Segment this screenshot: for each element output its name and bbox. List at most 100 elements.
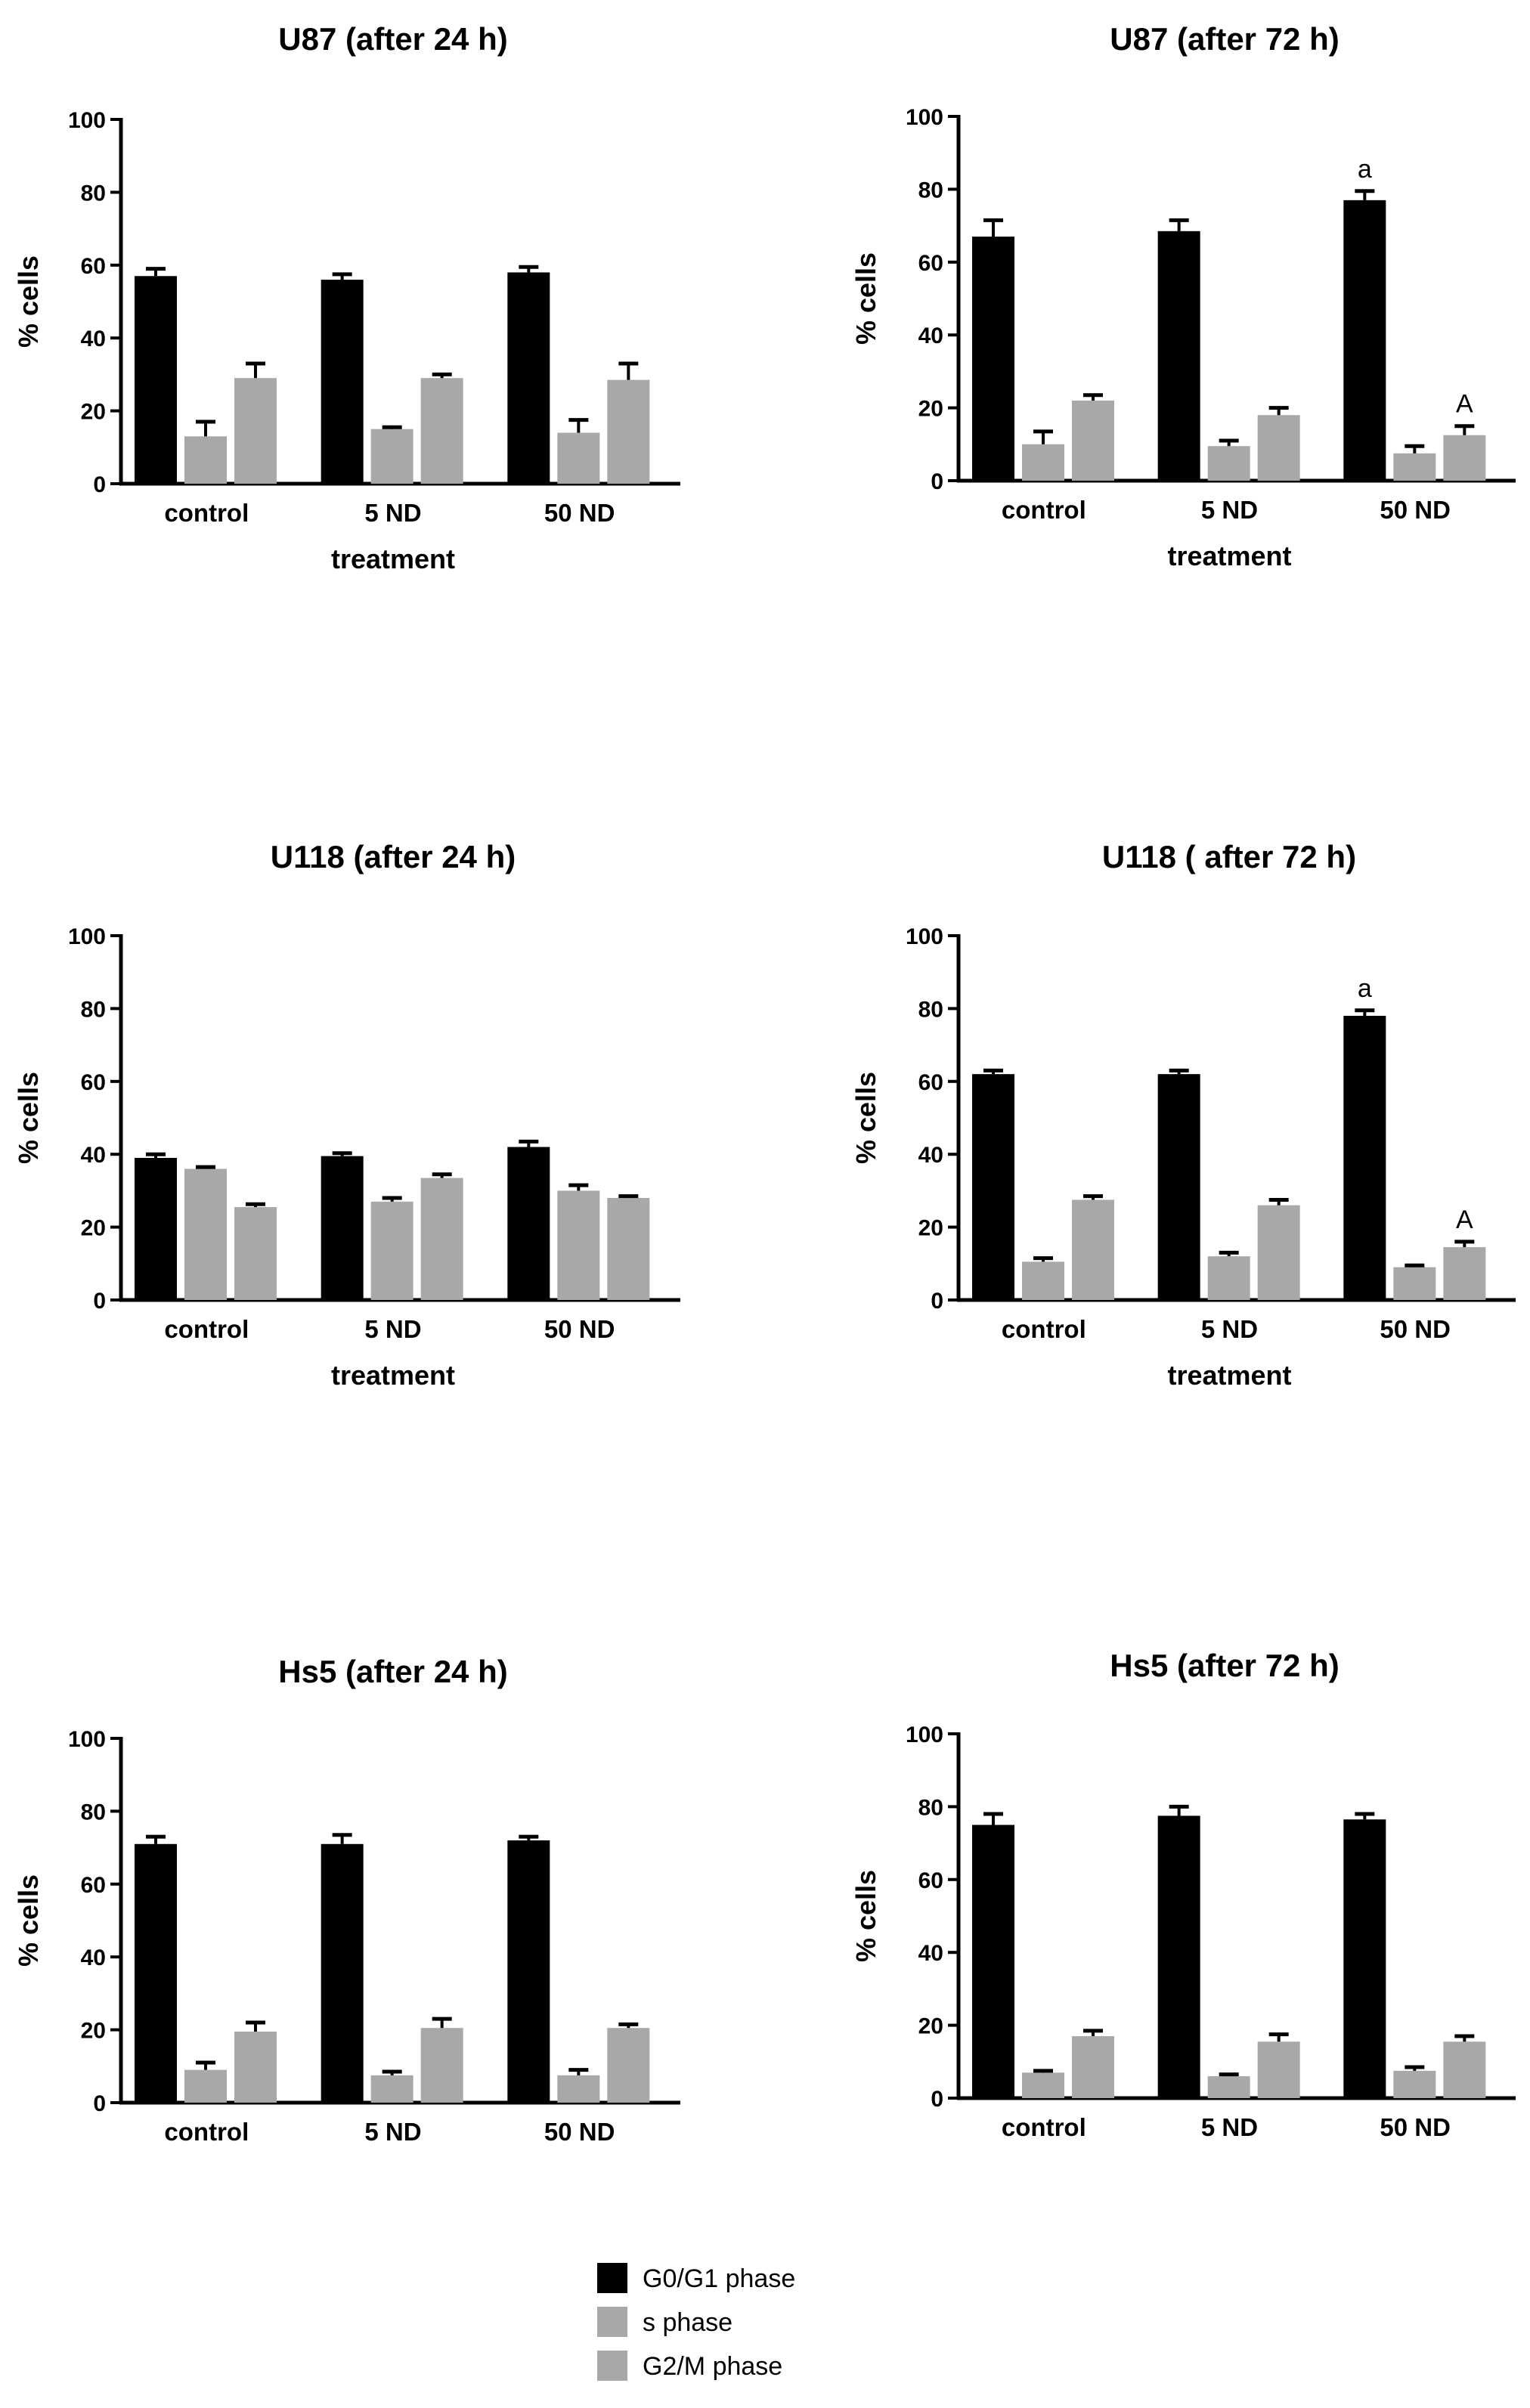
y-axis-label: % cells — [850, 1072, 881, 1164]
legend-item-g2-m-phase: G2/M phase — [597, 2351, 782, 2381]
bar-g2-m-phase-5-nd — [420, 2028, 463, 2103]
bar-g0-g1-phase-control — [972, 1825, 1014, 2098]
x-tick-label: 5 ND — [364, 1315, 421, 1343]
y-axis-label: % cells — [13, 1874, 44, 1967]
bar-g2-m-phase-50-nd — [1443, 2041, 1486, 2098]
bar-g2-m-phase-control — [1072, 2036, 1114, 2098]
bar-g2-m-phase-5-nd — [1257, 415, 1300, 481]
legend-swatch — [597, 2307, 627, 2337]
bar-g2-m-phase-5-nd — [1257, 2041, 1300, 2098]
y-tick-label: 40 — [918, 1143, 943, 1168]
y-axis-label: % cells — [13, 1072, 44, 1164]
chart-title: Hs5 (after 72 h) — [1110, 1648, 1339, 1683]
bar-s-phase-50-nd — [1393, 1267, 1436, 1300]
y-tick-label: 60 — [81, 254, 106, 279]
bar-g0-g1-phase-control — [135, 1158, 177, 1300]
x-tick-label: 50 ND — [544, 499, 615, 527]
bar-g2-m-phase-control — [234, 1207, 277, 1300]
legend-item-g0-g1-phase: G0/G1 phase — [597, 2263, 795, 2293]
significance-annotation: a — [1358, 155, 1372, 184]
x-tick-label: control — [1002, 2113, 1086, 2141]
x-tick-label: control — [1002, 496, 1086, 524]
chart-title: U87 (after 24 h) — [278, 21, 507, 57]
bar-g2-m-phase-5-nd — [420, 378, 463, 484]
y-tick-label: 0 — [931, 469, 943, 494]
y-tick-label: 80 — [81, 997, 106, 1022]
x-tick-label: 50 ND — [1380, 1315, 1451, 1343]
y-tick-label: 60 — [918, 1868, 943, 1893]
bar-g0-g1-phase-50-nd — [507, 1840, 550, 2103]
x-axis-label: treatment — [1167, 540, 1291, 571]
y-tick-label: 40 — [81, 327, 106, 351]
bar-s-phase-50-nd — [557, 2075, 600, 2103]
bar-s-phase-50-nd — [557, 432, 600, 484]
y-tick-label: 0 — [93, 2091, 106, 2116]
chart-title: Hs5 (after 24 h) — [278, 1654, 507, 1689]
x-tick-label: control — [164, 2118, 249, 2146]
y-tick-label: 100 — [906, 924, 943, 949]
y-tick-label: 100 — [906, 105, 943, 130]
x-tick-label: 50 ND — [544, 2118, 615, 2146]
chart-title: U118 ( after 72 h) — [1102, 839, 1356, 874]
y-tick-label: 80 — [918, 178, 943, 203]
x-tick-label: 5 ND — [364, 2118, 421, 2146]
y-tick-label: 100 — [68, 924, 106, 949]
bar-g0-g1-phase-50-nd — [1343, 1016, 1386, 1300]
bar-g0-g1-phase-control — [135, 1843, 177, 2103]
y-tick-label: 100 — [68, 1727, 106, 1752]
bar-s-phase-5-nd — [1207, 2076, 1250, 2098]
bar-g2-m-phase-5-nd — [1257, 1205, 1300, 1300]
y-tick-label: 60 — [81, 1070, 106, 1095]
x-tick-label: 50 ND — [1380, 496, 1451, 524]
bar-s-phase-control — [1022, 444, 1064, 481]
bar-g2-m-phase-control — [234, 378, 277, 484]
chart-title: U87 (after 72 h) — [1110, 21, 1339, 57]
y-tick-label: 80 — [918, 1795, 943, 1820]
x-tick-label: 5 ND — [364, 499, 421, 527]
bar-g0-g1-phase-5-nd — [1157, 1074, 1200, 1300]
significance-annotation: A — [1456, 390, 1473, 419]
x-tick-label: 5 ND — [1201, 1315, 1258, 1343]
y-tick-label: 20 — [81, 1216, 106, 1241]
x-tick-label: 50 ND — [1380, 2113, 1451, 2141]
bar-g0-g1-phase-50-nd — [507, 1147, 550, 1300]
bar-g0-g1-phase-control — [972, 1074, 1014, 1300]
bar-g2-m-phase-50-nd — [607, 1198, 650, 1300]
bar-g2-m-phase-control — [1072, 400, 1114, 481]
y-tick-label: 20 — [81, 2019, 106, 2044]
bar-g0-g1-phase-5-nd — [321, 280, 364, 484]
bar-g2-m-phase-50-nd — [1443, 435, 1486, 481]
y-tick-label: 40 — [81, 1945, 106, 1970]
y-tick-label: 60 — [918, 1070, 943, 1095]
bar-s-phase-control — [1022, 2072, 1064, 2098]
legend-item-s-phase: s phase — [597, 2307, 732, 2337]
legend-swatch — [597, 2351, 627, 2381]
y-axis-label: % cells — [850, 252, 881, 345]
bar-g2-m-phase-5-nd — [420, 1178, 463, 1300]
y-tick-label: 20 — [918, 397, 943, 422]
legend-swatch — [597, 2263, 627, 2293]
y-tick-label: 0 — [931, 2087, 943, 2112]
y-axis-label: % cells — [13, 255, 44, 348]
chart-panel-u87-after-24-h: U87 (after 24 h) 0 20 40 60 80 100 % cells contr… — [13, 21, 680, 574]
bar-s-phase-5-nd — [1207, 1256, 1250, 1300]
chart-panel-u87-after-72-h: U87 (after 72 h) 0 20 40 60 80 100 % cells contr… — [850, 21, 1516, 571]
bar-s-phase-control — [1022, 1261, 1064, 1300]
bar-s-phase-control — [184, 2069, 227, 2103]
y-tick-label: 60 — [81, 1873, 106, 1898]
y-tick-label: 40 — [918, 1941, 943, 1966]
bar-g0-g1-phase-5-nd — [1157, 231, 1200, 481]
bar-g0-g1-phase-5-nd — [321, 1843, 364, 2103]
chart-title: U118 (after 24 h) — [271, 839, 516, 874]
y-axis-label: % cells — [850, 1870, 881, 1962]
y-tick-label: 20 — [918, 1216, 943, 1241]
y-tick-label: 20 — [918, 2014, 943, 2039]
y-tick-label: 40 — [918, 323, 943, 348]
bar-s-phase-5-nd — [370, 1201, 413, 1300]
bar-g0-g1-phase-5-nd — [1157, 1815, 1200, 2098]
x-tick-label: 50 ND — [544, 1315, 615, 1343]
legend-label: G2/M phase — [643, 2352, 782, 2381]
bar-g2-m-phase-control — [234, 2032, 277, 2103]
chart-panel-hs5-after-24-h: Hs5 (after 24 h) 0 20 40 60 80 100 % cells contr… — [13, 1654, 680, 2146]
